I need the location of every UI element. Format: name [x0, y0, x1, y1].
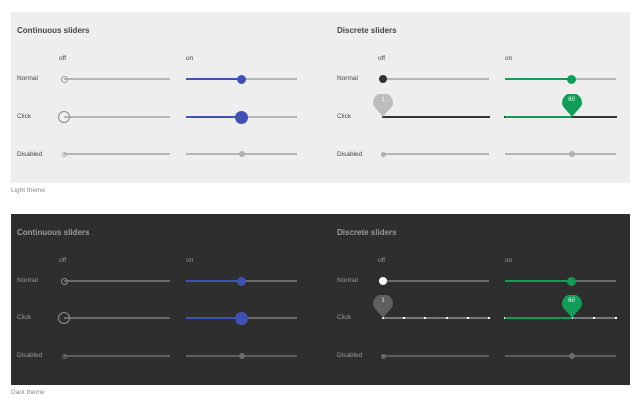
- row-label-disabled-discrete: Disabled: [337, 151, 363, 158]
- continuous-slider-on-click-fill: [186, 317, 242, 319]
- row-label-click-discrete: Click: [337, 113, 352, 120]
- discrete-step-dot: [615, 317, 617, 319]
- dark-theme-panel: Continuous sliders Discrete sliders off …: [11, 214, 630, 385]
- continuous-slider-off-normal[interactable]: [64, 78, 170, 80]
- pin-value-label: 1: [381, 97, 385, 103]
- continuous-slider-on-click-thumb[interactable]: [235, 311, 248, 325]
- discrete-on-label: on: [505, 257, 513, 264]
- discrete-slider-off-normal[interactable]: [383, 280, 489, 282]
- discrete-slider-on-normal-thumb[interactable]: [567, 276, 577, 286]
- dark-theme-caption: Dark theme: [11, 389, 45, 396]
- row-label-normal-discrete: Normal: [337, 75, 358, 82]
- discrete-slider-on-disabled[interactable]: [505, 355, 616, 357]
- continuous-slider-on-click-fill: [186, 116, 242, 118]
- continuous-slider-off-disabled-thumb[interactable]: [61, 151, 67, 157]
- discrete-slider-on-disabled-thumb[interactable]: [568, 353, 575, 359]
- continuous-slider-on-disabled-thumb[interactable]: [238, 151, 245, 157]
- discrete-slider-off-value-pin: 1: [373, 294, 393, 319]
- row-label-normal: Normal: [17, 75, 38, 82]
- pin-value-label: 60: [568, 97, 575, 103]
- continuous-off-label: off: [59, 257, 67, 264]
- continuous-on-label: on: [186, 55, 194, 62]
- row-label-click: Click: [17, 314, 32, 321]
- row-label-normal: Normal: [17, 277, 38, 284]
- discrete-slider-on-normal-thumb[interactable]: [567, 74, 577, 84]
- continuous-off-label: off: [59, 55, 67, 62]
- continuous-slider-off-click-thumb[interactable]: [58, 312, 70, 324]
- continuous-slider-on-normal-fill: [186, 78, 242, 80]
- continuous-slider-off-click-thumb[interactable]: [58, 111, 70, 123]
- discrete-off-label: off: [378, 257, 386, 264]
- discrete-slider-off-normal[interactable]: [383, 78, 489, 80]
- discrete-slider-off-disabled-thumb[interactable]: [380, 151, 386, 157]
- discrete-slider-on-normal-fill: [505, 78, 572, 80]
- discrete-on-label: on: [505, 55, 513, 62]
- light-theme-caption: Light theme: [11, 187, 45, 194]
- discrete-slider-on-value-pin: 60: [561, 294, 582, 319]
- row-label-disabled: Disabled: [17, 151, 43, 158]
- pin-value-label: 60: [568, 298, 575, 304]
- discrete-step-dot: [592, 317, 595, 319]
- row-label-disabled: Disabled: [17, 352, 43, 359]
- discrete-step-dot: [403, 317, 406, 319]
- discrete-slider-on-click-fill: [505, 116, 572, 118]
- discrete-slider-on-disabled[interactable]: [505, 153, 616, 155]
- discrete-step-dot: [445, 116, 448, 118]
- discrete-step-dot: [445, 317, 448, 319]
- continuous-slider-off-normal[interactable]: [64, 280, 170, 282]
- continuous-slider-off-disabled[interactable]: [64, 355, 170, 357]
- discrete-slider-on-disabled-thumb[interactable]: [568, 151, 575, 157]
- discrete-slider-off-disabled[interactable]: [383, 153, 489, 155]
- discrete-slider-off-normal-thumb[interactable]: [379, 277, 387, 285]
- light-theme-panel: Continuous sliders Discrete sliders off …: [11, 12, 630, 183]
- continuous-sliders-title: Continuous sliders: [17, 228, 90, 237]
- continuous-slider-off-normal-thumb[interactable]: [60, 277, 68, 285]
- discrete-slider-off-value-pin: 1: [373, 93, 393, 118]
- discrete-slider-off-click[interactable]: [382, 116, 490, 118]
- discrete-step-dot: [424, 317, 427, 319]
- discrete-slider-on-click-fill: [505, 317, 572, 319]
- discrete-step-dot: [403, 116, 406, 118]
- discrete-step-dot: [466, 317, 469, 319]
- discrete-slider-on-value-pin: 60: [561, 93, 582, 118]
- continuous-slider-on-disabled-thumb[interactable]: [238, 353, 245, 359]
- continuous-slider-off-click[interactable]: [64, 317, 170, 319]
- continuous-slider-on-normal-thumb[interactable]: [237, 276, 246, 286]
- discrete-slider-off-click[interactable]: [382, 317, 490, 319]
- row-label-normal-discrete: Normal: [337, 277, 358, 284]
- discrete-step-dot: [488, 317, 490, 319]
- discrete-sliders-title: Discrete sliders: [337, 26, 397, 35]
- discrete-slider-off-normal-thumb[interactable]: [379, 75, 387, 83]
- continuous-slider-off-disabled[interactable]: [64, 153, 170, 155]
- continuous-slider-on-normal-fill: [186, 280, 242, 282]
- row-label-click: Click: [17, 113, 32, 120]
- discrete-step-dot: [592, 116, 595, 118]
- discrete-off-label: off: [378, 55, 386, 62]
- continuous-slider-on-click-thumb[interactable]: [235, 110, 248, 124]
- continuous-on-label: on: [186, 257, 194, 264]
- discrete-step-dot: [615, 116, 617, 118]
- row-label-click-discrete: Click: [337, 314, 352, 321]
- continuous-slider-off-normal-thumb[interactable]: [60, 75, 68, 83]
- continuous-slider-on-normal-thumb[interactable]: [237, 74, 246, 84]
- discrete-sliders-title: Discrete sliders: [337, 228, 397, 237]
- continuous-slider-off-disabled-thumb[interactable]: [61, 353, 67, 359]
- discrete-step-dot: [466, 116, 469, 118]
- discrete-slider-on-normal-fill: [505, 280, 572, 282]
- row-label-disabled-discrete: Disabled: [337, 352, 363, 359]
- pin-value-label: 1: [381, 298, 385, 304]
- continuous-slider-off-click[interactable]: [64, 116, 170, 118]
- discrete-slider-off-disabled-thumb[interactable]: [380, 353, 386, 359]
- continuous-sliders-title: Continuous sliders: [17, 26, 90, 35]
- discrete-step-dot: [488, 116, 490, 118]
- discrete-step-dot: [424, 116, 427, 118]
- discrete-slider-off-disabled[interactable]: [383, 355, 489, 357]
